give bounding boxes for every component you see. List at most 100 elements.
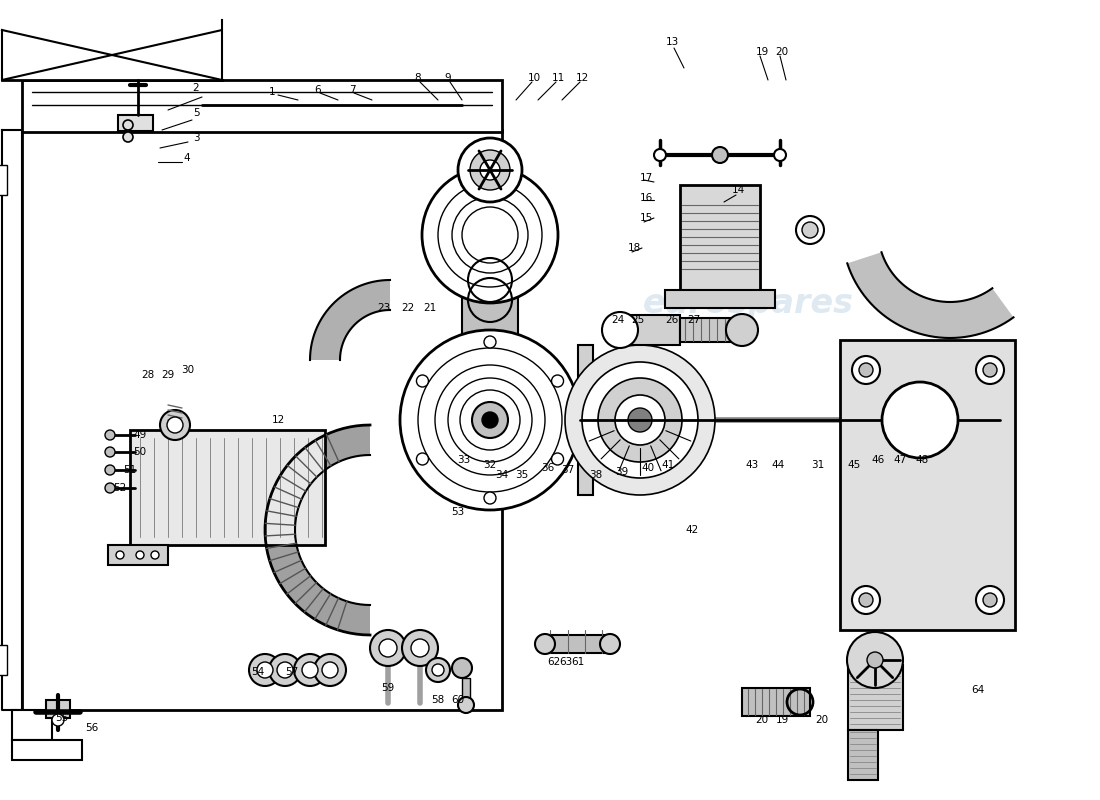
- Circle shape: [104, 447, 116, 457]
- Text: 51: 51: [123, 465, 136, 475]
- Circle shape: [847, 632, 903, 688]
- Text: 53: 53: [451, 507, 464, 517]
- Bar: [680, 185, 760, 295]
- Text: 63: 63: [560, 657, 573, 667]
- Text: 22: 22: [402, 303, 415, 313]
- Text: 35: 35: [516, 470, 529, 480]
- Circle shape: [270, 654, 301, 686]
- Text: 19: 19: [756, 47, 769, 57]
- Circle shape: [458, 697, 474, 713]
- Text: 47: 47: [893, 455, 906, 465]
- Bar: [848, 730, 878, 780]
- Text: 15: 15: [639, 213, 652, 223]
- Text: 54: 54: [252, 667, 265, 677]
- Text: 56: 56: [86, 723, 99, 733]
- Circle shape: [582, 362, 698, 478]
- Text: 17: 17: [639, 173, 652, 183]
- Text: 5: 5: [192, 108, 199, 118]
- Circle shape: [484, 492, 496, 504]
- Circle shape: [859, 363, 873, 377]
- Bar: [742, 688, 810, 716]
- Bar: [12, 710, 52, 740]
- Text: 11: 11: [551, 73, 564, 83]
- Bar: [544, 635, 610, 653]
- Text: 25: 25: [631, 315, 645, 325]
- Text: 36: 36: [541, 463, 554, 473]
- Text: 20: 20: [815, 715, 828, 725]
- Text: 13: 13: [666, 37, 679, 47]
- Bar: [462, 678, 470, 703]
- Text: 9: 9: [444, 73, 451, 83]
- Circle shape: [302, 662, 318, 678]
- Text: eurospares: eurospares: [229, 397, 475, 435]
- Text: 43: 43: [746, 460, 759, 470]
- Text: 12: 12: [575, 73, 589, 83]
- Circle shape: [249, 654, 280, 686]
- Circle shape: [400, 330, 580, 510]
- Text: 30: 30: [182, 365, 195, 375]
- Circle shape: [277, 662, 293, 678]
- Circle shape: [615, 395, 666, 445]
- Circle shape: [104, 483, 116, 493]
- Text: 3: 3: [192, 133, 199, 143]
- Text: 19: 19: [776, 715, 789, 725]
- Text: 38: 38: [590, 470, 603, 480]
- Circle shape: [422, 167, 558, 303]
- Text: 20: 20: [776, 47, 789, 57]
- Text: 26: 26: [666, 315, 679, 325]
- Circle shape: [551, 453, 563, 465]
- Circle shape: [598, 378, 682, 462]
- Text: 28: 28: [142, 370, 155, 380]
- Circle shape: [859, 593, 873, 607]
- Text: 7: 7: [349, 85, 355, 95]
- Circle shape: [426, 658, 450, 682]
- Circle shape: [314, 654, 346, 686]
- Text: 61: 61: [571, 657, 584, 667]
- Circle shape: [976, 586, 1004, 614]
- Text: 31: 31: [812, 460, 825, 470]
- Text: 23: 23: [377, 303, 390, 313]
- Text: 41: 41: [661, 460, 674, 470]
- Text: 2: 2: [192, 83, 199, 93]
- Circle shape: [628, 408, 652, 432]
- Bar: [0, 645, 7, 675]
- Circle shape: [104, 465, 116, 475]
- Text: 14: 14: [732, 185, 745, 195]
- Circle shape: [294, 654, 326, 686]
- Bar: [462, 240, 518, 360]
- Circle shape: [472, 402, 508, 438]
- Circle shape: [600, 634, 620, 654]
- Circle shape: [602, 312, 638, 348]
- Circle shape: [565, 345, 715, 495]
- Text: 16: 16: [639, 193, 652, 203]
- Bar: [840, 340, 1015, 630]
- Text: 58: 58: [431, 695, 444, 705]
- Circle shape: [136, 551, 144, 559]
- Circle shape: [983, 363, 997, 377]
- Text: 42: 42: [685, 525, 698, 535]
- Circle shape: [52, 714, 64, 726]
- Text: 34: 34: [495, 470, 508, 480]
- Circle shape: [470, 150, 510, 190]
- Text: 6: 6: [315, 85, 321, 95]
- Circle shape: [654, 149, 666, 161]
- Circle shape: [480, 160, 501, 180]
- Text: 44: 44: [771, 460, 784, 470]
- Circle shape: [411, 639, 429, 657]
- Text: 8: 8: [415, 73, 421, 83]
- Text: eurospares: eurospares: [642, 287, 854, 321]
- Text: 21: 21: [424, 303, 437, 313]
- Text: 55: 55: [55, 713, 68, 723]
- Circle shape: [167, 417, 183, 433]
- Circle shape: [983, 593, 997, 607]
- Bar: [22, 130, 502, 710]
- Bar: [666, 290, 776, 308]
- Circle shape: [322, 662, 338, 678]
- Polygon shape: [2, 130, 22, 710]
- Text: 4: 4: [184, 153, 190, 163]
- Bar: [130, 430, 324, 545]
- Text: 18: 18: [627, 243, 640, 253]
- Circle shape: [712, 147, 728, 163]
- Circle shape: [257, 662, 273, 678]
- Circle shape: [370, 630, 406, 666]
